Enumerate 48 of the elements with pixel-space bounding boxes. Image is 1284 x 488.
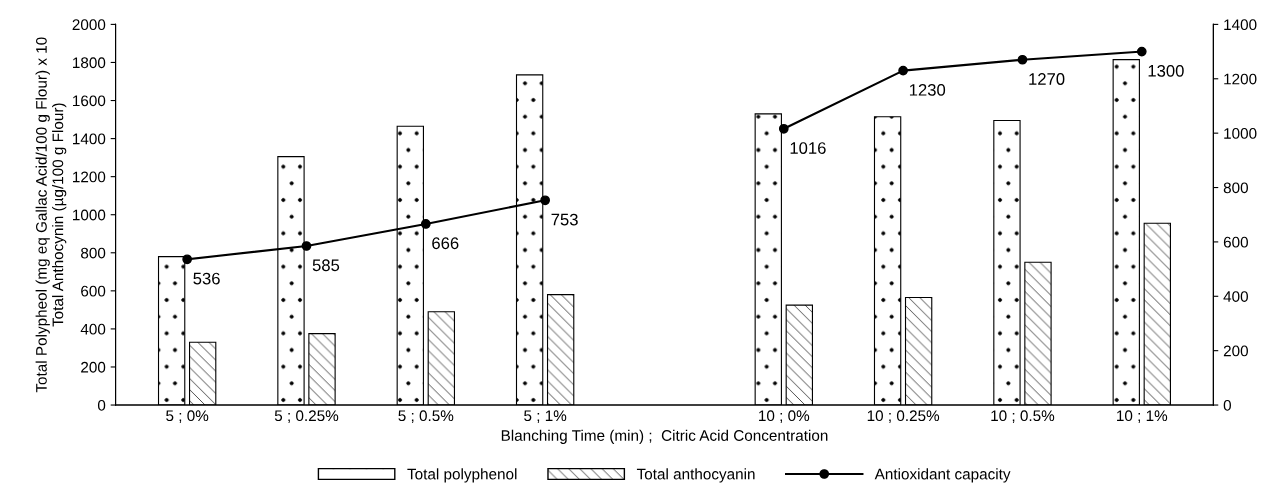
point <box>778 123 789 134</box>
y-tick-label: 600 <box>81 285 106 297</box>
y-tick-label: 800 <box>81 247 106 259</box>
y-tick-label: 1800 <box>73 57 106 69</box>
y-tick-label: 0 <box>97 399 106 411</box>
y-tick-label: 1600 <box>73 95 106 107</box>
y-tick-label: 1200 <box>73 171 106 183</box>
data-label: 1230 <box>909 83 946 96</box>
point <box>182 254 193 265</box>
y2-tick-label: 1000 <box>1224 128 1257 139</box>
point <box>898 65 908 76</box>
x-tick-label: 5 ; 0.25% <box>274 410 339 423</box>
x-tick-label: 10 ; 1% <box>1117 410 1168 423</box>
y-tick-label: 200 <box>81 361 106 373</box>
data-label: 1300 <box>1148 64 1184 77</box>
legend-label: Total anthocyanin <box>636 468 755 483</box>
data-label: 1016 <box>790 142 826 154</box>
data-label: 666 <box>432 237 459 250</box>
y2-tick-label: 400 <box>1223 291 1248 302</box>
y2-tick-label: 600 <box>1223 236 1248 248</box>
y-tick-label: 1000 <box>73 209 106 221</box>
legend-label: Antioxidant capacity <box>874 468 1011 483</box>
x-tick-label: 10 ; 0.25% <box>867 410 940 423</box>
y-tick-label: 400 <box>80 323 106 335</box>
x-tick-label: 5 ; 1% <box>524 410 567 423</box>
legend-label: Total polyphenol <box>407 468 517 483</box>
y2-tick-label: 1400 <box>1224 19 1257 31</box>
point <box>1017 54 1028 65</box>
data-label: 585 <box>312 259 340 272</box>
point <box>1136 46 1147 57</box>
y2-tick-label: 1200 <box>1224 73 1257 85</box>
y2-tick-label: 200 <box>1223 345 1248 357</box>
data-label: 1270 <box>1029 73 1065 85</box>
y2-tick-label: 800 <box>1223 182 1248 194</box>
x-tick-label: 10 ; 0.5% <box>991 410 1055 423</box>
x-tick-label: 5 ; 0.5% <box>398 410 454 423</box>
data-label: 536 <box>193 272 220 285</box>
x-tick-label: 5 ; 0% <box>166 410 209 423</box>
x-tick-label: 10 ; 0% <box>759 410 810 423</box>
point <box>420 219 431 229</box>
x-axis-title: Blanching Time (min) ; Citric Acid Concentration <box>501 429 828 444</box>
point <box>301 241 312 251</box>
point <box>540 195 551 206</box>
y-tick-label: 2000 <box>72 19 106 31</box>
y2-tick-label: 0 <box>1223 399 1231 411</box>
y-tick-label: 1400 <box>73 133 106 145</box>
y-axis-title: Total Polypheol (mg eq Gallac Acid/100 g Flour) x 10 Total Anthocynin (µg/100 g Flour) <box>35 37 67 393</box>
data-label: 753 <box>551 213 578 226</box>
